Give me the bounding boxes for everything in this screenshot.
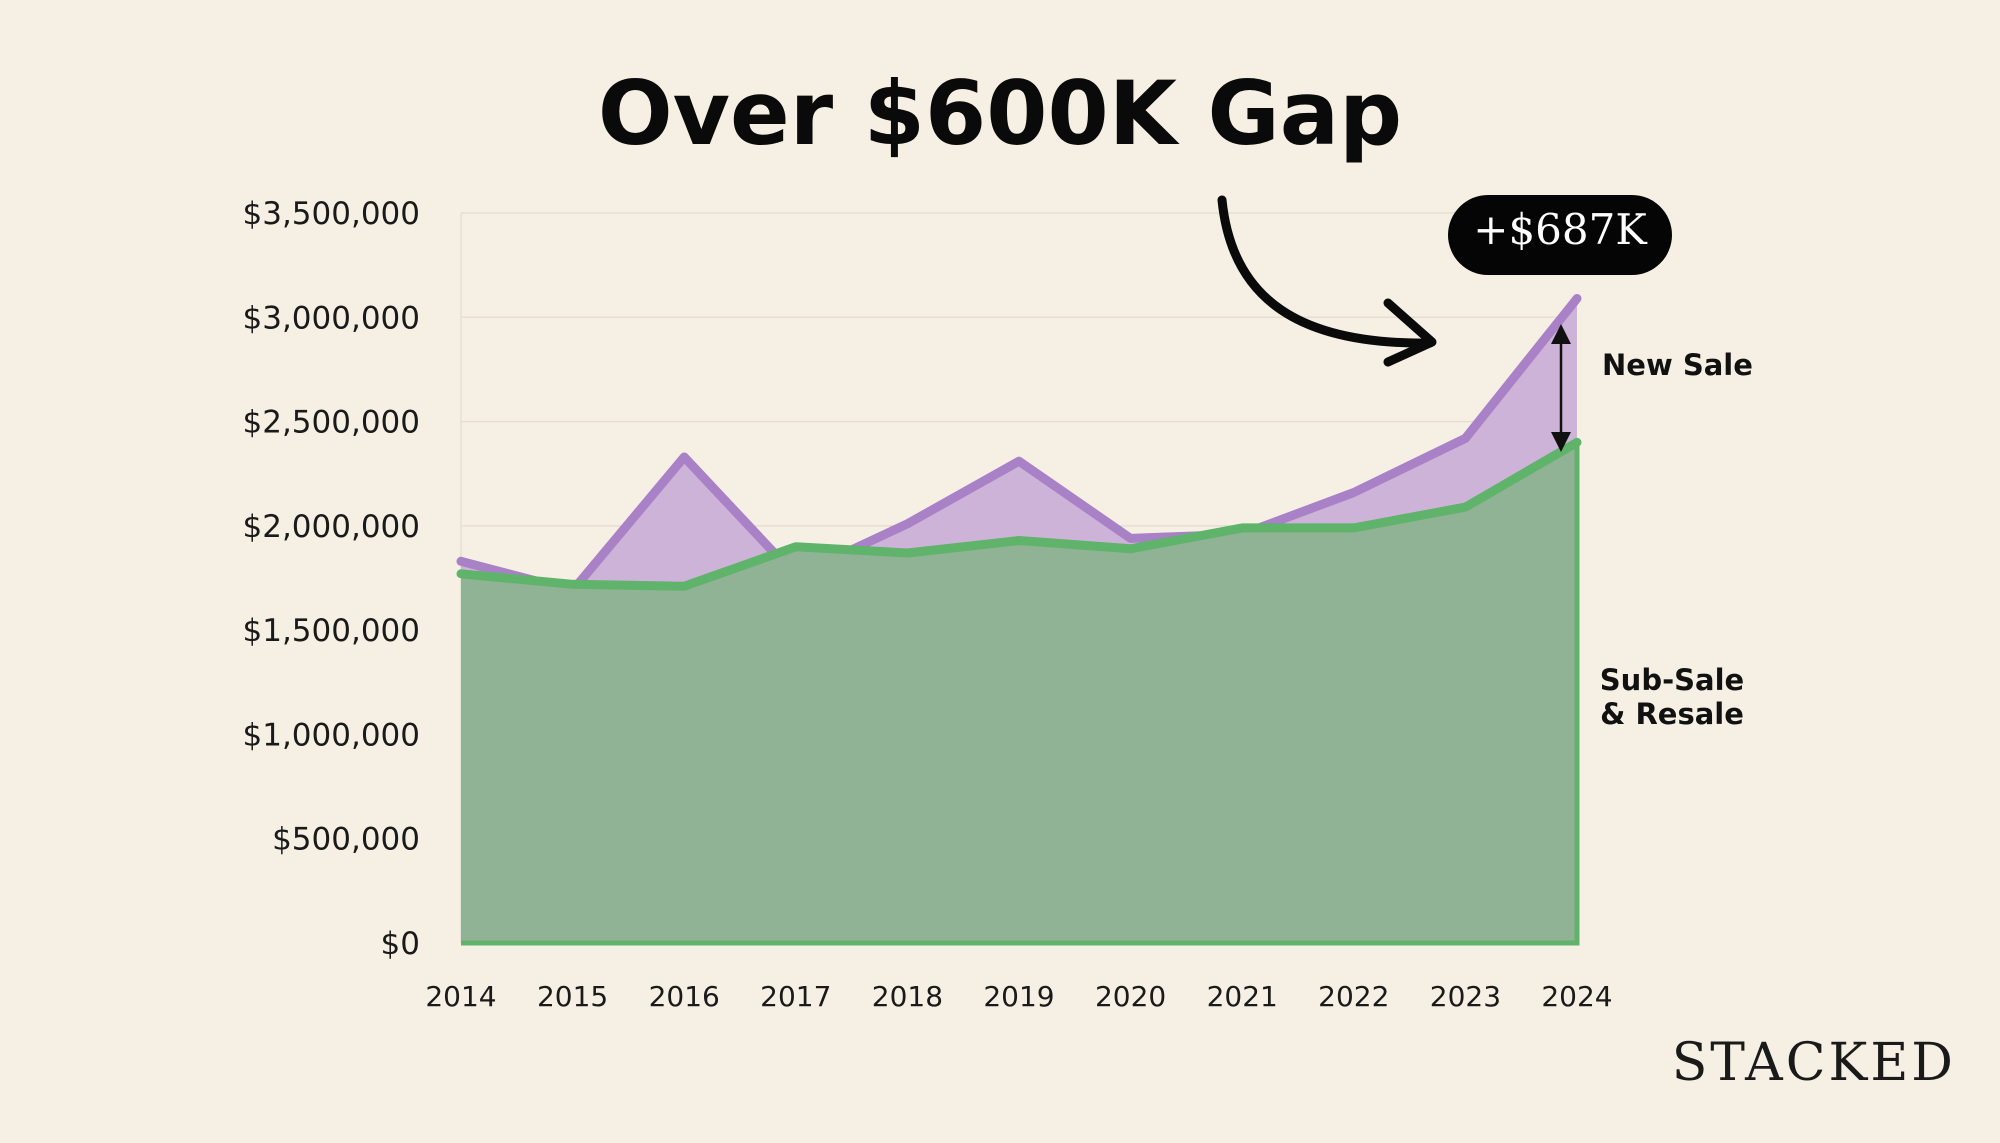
series-area-outline-1 bbox=[461, 442, 1580, 946]
x-tick-label: 2019 bbox=[983, 980, 1054, 1013]
y-tick-label: $2,000,000 bbox=[243, 509, 421, 545]
y-tick-label: $500,000 bbox=[272, 822, 420, 858]
x-tick-label: 2024 bbox=[1541, 980, 1612, 1013]
arrow-head-icon bbox=[1383, 298, 1437, 367]
y-tick-label: $3,500,000 bbox=[243, 196, 421, 232]
x-tick-label: 2017 bbox=[760, 980, 831, 1013]
y-tick-label: $0 bbox=[381, 926, 420, 962]
gap-badge bbox=[1448, 195, 1672, 275]
x-tick-label: 2016 bbox=[649, 980, 720, 1013]
x-tick-label: 2023 bbox=[1430, 980, 1501, 1013]
series-areas bbox=[456, 294, 1582, 946]
series-label-new-sale: New Sale bbox=[1602, 348, 1753, 382]
y-tick-label: $3,000,000 bbox=[243, 300, 421, 336]
x-tick-label: 2018 bbox=[872, 980, 943, 1013]
x-tick-label: 2021 bbox=[1207, 980, 1278, 1013]
y-tick-label: $1,000,000 bbox=[243, 717, 421, 753]
x-tick-label: 2022 bbox=[1318, 980, 1389, 1013]
y-tick-label: $1,500,000 bbox=[243, 613, 421, 649]
chart-title: Over $600K Gap bbox=[597, 62, 1403, 165]
stacked-logo: STACKED bbox=[1671, 1033, 1956, 1093]
series-label-resale-line2: & Resale bbox=[1600, 697, 1744, 731]
series-label-resale-line1: Sub-Sale bbox=[1600, 663, 1744, 697]
y-axis-labels: $0 $500,000 $1,000,000 $1,500,000 $2,000,000… bbox=[243, 196, 421, 962]
x-tick-label: 2020 bbox=[1095, 980, 1166, 1013]
gap-badge-text: +$687K bbox=[1473, 205, 1648, 254]
x-axis-labels: 2014 2015 2016 2017 2018 2019 2020 2021 2022 2023… bbox=[425, 980, 1612, 1013]
curved-arrow-icon bbox=[1217, 195, 1435, 348]
x-tick-label: 2015 bbox=[537, 980, 608, 1013]
x-tick-label: 2014 bbox=[425, 980, 496, 1013]
y-tick-label: $2,500,000 bbox=[243, 405, 421, 441]
